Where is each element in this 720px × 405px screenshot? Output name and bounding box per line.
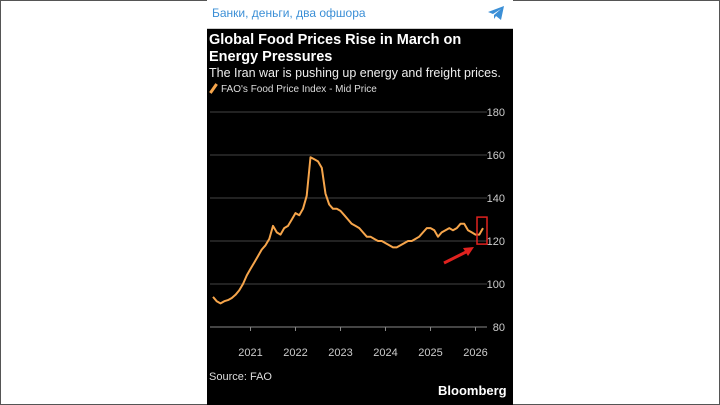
- legend: FAO's Food Price Index - Mid Price: [209, 83, 377, 95]
- telegram-icon[interactable]: [487, 5, 505, 21]
- y-tick-label: 80: [493, 322, 505, 334]
- x-tick-label: 2021: [238, 347, 262, 359]
- x-tick-label: 2024: [373, 347, 397, 359]
- x-tick-label: 2023: [328, 347, 352, 359]
- y-tick-label: 100: [487, 279, 505, 291]
- chart-title: Global Food Prices Rise in March on Ener…: [209, 32, 462, 65]
- annotation-arrow: [443, 249, 469, 265]
- source-note: Source: FAO: [209, 371, 272, 383]
- x-tick-label: 2026: [463, 347, 487, 359]
- y-tick-label: 180: [487, 107, 505, 119]
- x-tick-label: 2025: [418, 347, 442, 359]
- series-line-fao-food-price-index: [212, 156, 484, 305]
- y-tick-label: 140: [487, 193, 505, 205]
- bloomberg-logo: Bloomberg: [438, 383, 507, 398]
- highlight-box: [476, 216, 488, 245]
- legend-label: FAO's Food Price Index - Mid Price: [221, 84, 377, 95]
- channel-name[interactable]: Банки, деньги, два офшора: [212, 6, 366, 20]
- annotation-arrowhead: [463, 247, 474, 256]
- channel-header[interactable]: Банки, деньги, два офшора: [207, 0, 513, 29]
- chart-subtitle: The Iran war is pushing up energy and fr…: [209, 66, 501, 80]
- x-tick-label: 2022: [283, 347, 307, 359]
- y-tick-label: 160: [487, 150, 505, 162]
- chart-panel: [207, 0, 513, 405]
- y-tick-label: 120: [487, 236, 505, 248]
